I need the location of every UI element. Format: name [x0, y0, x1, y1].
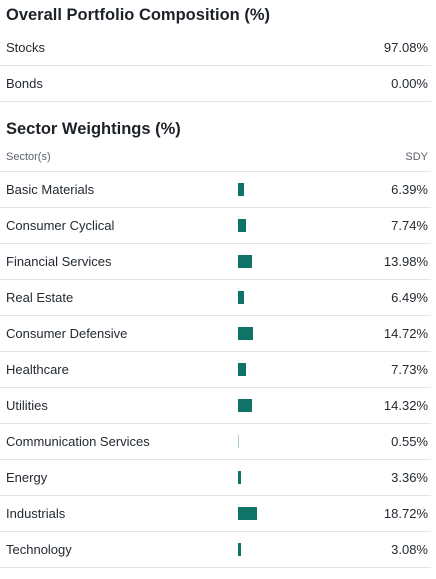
sector-label: Basic Materials	[6, 182, 95, 197]
sector-weight-bar	[238, 183, 244, 196]
sector-bar-track	[238, 507, 338, 520]
sector-weight-bar	[238, 399, 252, 412]
sector-row: Industrials 18.72%	[0, 496, 431, 532]
sector-value: 6.39%	[391, 182, 428, 197]
sector-weight-bar	[238, 363, 246, 376]
sector-bar-track	[238, 255, 338, 268]
sector-bar-track	[238, 183, 338, 196]
portfolio-composition-section: Overall Portfolio Composition (%) Stocks…	[0, 0, 431, 102]
sector-bar-track	[238, 543, 338, 556]
sector-label: Real Estate	[6, 290, 74, 305]
sector-label: Technology	[6, 542, 72, 557]
composition-value: 0.00%	[391, 76, 428, 91]
sector-value: 18.72%	[383, 506, 428, 521]
sector-label: Energy	[6, 470, 48, 485]
sector-row: Utilities 14.32%	[0, 388, 431, 424]
fund-column-header: SDY	[405, 151, 428, 163]
sector-label: Consumer Defensive	[6, 326, 128, 341]
composition-value: 97.08%	[383, 40, 428, 55]
sector-bar-track	[238, 399, 338, 412]
sector-value: 14.32%	[383, 398, 428, 413]
sector-weight-bar	[238, 291, 244, 304]
sector-row: Energy 3.36%	[0, 460, 431, 496]
sector-weightings-title: Sector Weightings (%)	[6, 120, 181, 138]
sector-weight-bar	[238, 471, 241, 484]
sector-weight-bar	[238, 327, 253, 340]
sector-bar-track	[238, 291, 338, 304]
composition-row-stocks: Stocks 97.08%	[0, 30, 431, 66]
sector-label: Utilities	[6, 398, 48, 413]
sector-label: Consumer Cyclical	[6, 218, 115, 233]
sector-table-header: Sector(s) SDY	[0, 144, 431, 172]
sector-row: Real Estate 6.49%	[0, 280, 431, 316]
sector-value: 14.72%	[383, 326, 428, 341]
sector-value: 7.73%	[391, 362, 428, 377]
sector-column-header: Sector(s)	[6, 151, 51, 163]
sector-row: Consumer Cyclical 7.74%	[0, 208, 431, 244]
sector-label: Financial Services	[6, 254, 112, 269]
sector-row: Communication Services 0.55%	[0, 424, 431, 460]
sector-value: 6.49%	[391, 290, 428, 305]
sector-label: Healthcare	[6, 362, 69, 377]
sector-label: Industrials	[6, 506, 66, 521]
sector-bar-track	[238, 327, 338, 340]
composition-label: Stocks	[6, 40, 46, 55]
sector-value: 7.74%	[391, 218, 428, 233]
sector-row: Technology 3.08%	[0, 532, 431, 568]
sector-bar-track	[238, 435, 338, 448]
sector-value: 0.55%	[391, 434, 428, 449]
sector-weight-bar	[238, 543, 241, 556]
composition-row-bonds: Bonds 0.00%	[0, 66, 431, 102]
sector-row: Consumer Defensive 14.72%	[0, 316, 431, 352]
composition-label: Bonds	[6, 76, 43, 91]
sector-value: 3.08%	[391, 542, 428, 557]
sector-rows: Basic Materials 6.39% Consumer Cyclical 7.7…	[0, 172, 431, 568]
sector-row: Healthcare 7.73%	[0, 352, 431, 388]
sector-value: 13.98%	[383, 254, 428, 269]
sector-bar-track	[238, 363, 338, 376]
composition-title: Overall Portfolio Composition (%)	[6, 6, 271, 24]
sector-row: Basic Materials 6.39%	[0, 172, 431, 208]
sector-weight-bar	[238, 219, 246, 232]
sector-weight-bar	[238, 435, 239, 448]
sector-bar-track	[238, 471, 338, 484]
sector-value: 3.36%	[391, 470, 428, 485]
sector-bar-track	[238, 219, 338, 232]
sector-row: Financial Services 13.98%	[0, 244, 431, 280]
sector-weightings-section: Sector Weightings (%) Sector(s) SDY Basi…	[0, 114, 431, 568]
sector-weight-bar	[238, 507, 257, 520]
sector-weight-bar	[238, 255, 252, 268]
sector-label: Communication Services	[6, 434, 150, 449]
